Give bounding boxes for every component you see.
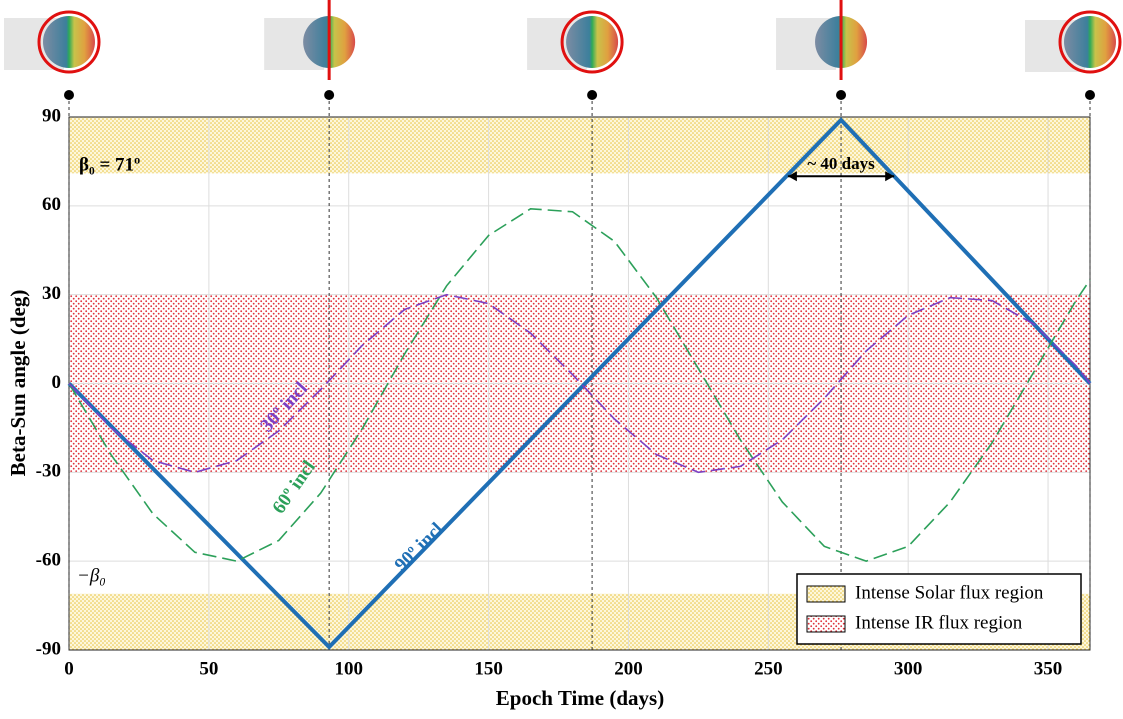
- neg-beta-label: −β₀: [77, 565, 106, 586]
- moon-icon: [527, 10, 624, 74]
- moon: [566, 16, 619, 68]
- series-line: [68, 293, 1091, 474]
- x-tick-label: 250: [754, 658, 783, 679]
- y-axis-label: Beta-Sun angle (deg): [6, 290, 30, 477]
- moon-icon: [776, 0, 868, 80]
- series-line: [68, 207, 1091, 563]
- x-tick-label: 200: [614, 658, 643, 679]
- y-tick-label: 90: [42, 105, 61, 126]
- y-tick-label: -60: [36, 550, 61, 571]
- orbit-ring: [1058, 10, 1122, 74]
- moon: [1064, 16, 1116, 68]
- x-tick-label: 300: [894, 658, 923, 679]
- x-tick-label: 350: [1034, 658, 1063, 679]
- x-tick-label: 0: [64, 658, 74, 679]
- moon-icon: [1025, 10, 1122, 74]
- moon: [43, 16, 95, 68]
- legend-label: Intense Solar flux region: [855, 582, 1044, 603]
- y-tick-label: -90: [36, 638, 61, 659]
- epoch-marker-dot: [1085, 90, 1095, 100]
- series-line: [67, 117, 1092, 650]
- legend-swatch: [806, 615, 846, 633]
- legend-label: Intense IR flux region: [855, 612, 1023, 633]
- legend-swatch: [806, 585, 846, 603]
- y-tick-label: 0: [52, 372, 62, 393]
- x-axis-label: Epoch Time (days): [496, 686, 664, 710]
- legend: Intense Solar flux region Intense IR flux…: [796, 573, 1082, 645]
- flux-region: [69, 117, 1090, 174]
- epoch-marker-dot: [324, 90, 335, 100]
- span-label: ~ 40 days: [807, 154, 875, 173]
- y-tick-label: 60: [42, 194, 61, 215]
- epoch-marker-dot: [587, 90, 598, 100]
- y-tick-label: 30: [42, 283, 61, 304]
- y-tick-label: -30: [36, 461, 61, 482]
- orbit-ring: [560, 10, 624, 74]
- x-tick-label: 50: [199, 658, 218, 679]
- x-tick-label: 150: [474, 658, 503, 679]
- x-tick-label: 100: [334, 658, 363, 679]
- orbit-ring: [37, 10, 101, 74]
- epoch-marker-dot: [64, 90, 74, 100]
- moon-icon: [4, 10, 101, 74]
- beta-label: β₀ = 71º: [79, 154, 140, 175]
- epoch-marker-dot: [836, 90, 847, 100]
- series-label: 90º incl: [391, 519, 448, 576]
- moon-icon: [264, 0, 356, 80]
